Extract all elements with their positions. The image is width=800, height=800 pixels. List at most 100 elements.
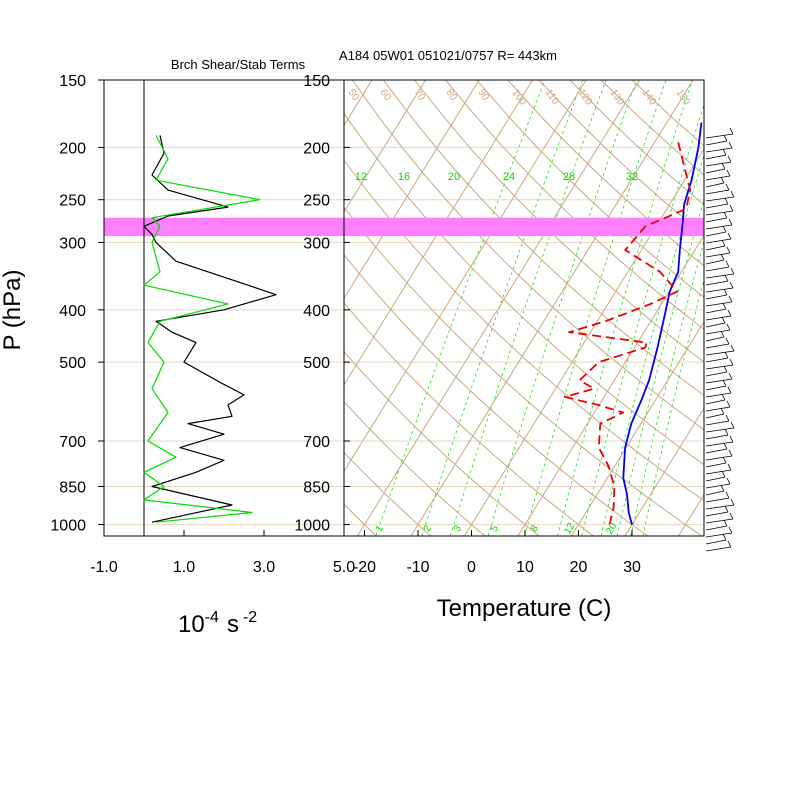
- wind-barb: [705, 539, 727, 545]
- wind-barb: [705, 280, 729, 286]
- isotherm-line: [344, 80, 534, 386]
- wind-barb-flag: [721, 239, 726, 247]
- left-y-tick-label: 850: [59, 479, 86, 496]
- wind-barb: [705, 546, 732, 552]
- temperature-tick-label: 20: [570, 559, 588, 576]
- wind-barb: [705, 224, 733, 230]
- left-x-ticks: -1.0 1.0 3.0 5.0: [90, 530, 355, 576]
- left-series-shear-term: [143, 135, 277, 523]
- wind-barb-flag: [725, 260, 730, 268]
- right-y-tick-label: 850: [303, 479, 330, 496]
- right-y-tick-label: 700: [303, 434, 330, 451]
- right-y-tick-label: 300: [303, 235, 330, 252]
- left-y-tick-label: 250: [59, 193, 86, 210]
- left-y-tick-label: 1000: [50, 518, 86, 535]
- mixing-ratio-label-lower: 5: [489, 523, 502, 534]
- wind-barb-flag: [729, 281, 734, 289]
- mixing-ratio-line: [616, 198, 704, 536]
- isotherm-line: [624, 407, 704, 536]
- wind-barb: [705, 392, 732, 398]
- left-x-tick-label: 1.0: [173, 559, 195, 576]
- wind-barb: [705, 336, 725, 342]
- wind-barb: [705, 154, 727, 160]
- temperature-tick-label: 10: [516, 559, 534, 576]
- wind-barb: [705, 420, 730, 426]
- mixing-ratio-label-lower: 2: [422, 523, 435, 534]
- mixing-ratio-label-upper: 24: [503, 171, 515, 183]
- left-y-tick-label: 400: [59, 303, 86, 320]
- left-series-stability-term: [143, 135, 261, 523]
- isotherm-line: [571, 320, 704, 536]
- left-x-tick-label: -1.0: [90, 559, 118, 576]
- mixing-ratio-label-lower: 12: [562, 521, 577, 537]
- theta-label: 70: [412, 87, 428, 103]
- isotherm-line: [357, 80, 641, 536]
- left-x-tick-label: 5.0: [333, 559, 355, 576]
- left-x-axis-label: 10-4 s -2: [178, 609, 257, 638]
- wind-barb: [705, 462, 727, 468]
- mixing-ratio-line: [642, 278, 704, 536]
- isotherm-lines: [0, 80, 704, 536]
- wind-barb-flag: [728, 372, 733, 380]
- wind-barb: [705, 182, 725, 188]
- left-panel-title: Brch Shear/Stab Terms: [171, 57, 306, 72]
- xlabel-unit-exponent: -2: [243, 609, 257, 626]
- wind-barb: [705, 427, 735, 433]
- temperature-tick-label: -10: [406, 559, 429, 576]
- wind-barb-flag: [730, 344, 735, 352]
- wind-barb: [705, 322, 726, 328]
- wind-barb-flag: [726, 400, 731, 408]
- wind-barb: [705, 504, 735, 510]
- dry-adiabat-line: [344, 302, 594, 536]
- wind-barb-flag: [723, 288, 728, 296]
- wind-barb-flag: [723, 442, 728, 450]
- wind-barb: [705, 168, 726, 174]
- dry-adiabat-line: [344, 351, 540, 536]
- wind-barb-flag: [729, 127, 734, 135]
- dry-adiabat-line: [344, 451, 432, 536]
- wind-barb: [705, 196, 735, 202]
- mixing-ratio-label-upper: 32: [626, 171, 638, 183]
- temperature-ticks: -20 -10 0 10 20 30: [353, 530, 641, 576]
- theta-label: 130: [608, 87, 627, 107]
- wind-barb: [705, 301, 733, 307]
- right-y-tick-label: 400: [303, 303, 330, 320]
- wind-barb-flag: [722, 379, 727, 387]
- wind-barb: [705, 343, 730, 349]
- wind-barb: [705, 203, 729, 209]
- mixing-ratio-line: [450, 80, 607, 536]
- wind-barb: [705, 329, 731, 335]
- wind-barb: [705, 518, 734, 524]
- wind-barb-flag: [721, 162, 726, 170]
- mixing-ratio-label-lower: 1: [374, 523, 387, 534]
- mixing-ratio-label-lower: 20: [604, 521, 619, 537]
- right-pressure-ticks: 150 200 250 300 400 500 700 850 1000: [294, 73, 350, 535]
- wind-barb: [705, 532, 733, 538]
- left-x-tick-label: 3.0: [253, 559, 275, 576]
- wind-barb-flag: [722, 302, 727, 310]
- xlabel-base: 10: [178, 611, 205, 638]
- dry-adiabat-lines: [344, 80, 704, 536]
- wind-barb-flag: [720, 253, 725, 261]
- dry-adiabat-line: [476, 80, 704, 298]
- wind-barb-flag: [726, 323, 731, 331]
- wind-barb-flag: [720, 484, 725, 492]
- mixing-ratio-label-lower: 8: [529, 523, 542, 534]
- wind-barb-flag: [724, 505, 729, 513]
- temperature-tick-label: 0: [467, 559, 476, 576]
- mixing-ratio-label-upper: 16: [398, 171, 410, 183]
- wind-barb: [705, 245, 726, 251]
- isotherm-line: [410, 80, 694, 536]
- wind-barb-flag: [722, 148, 727, 156]
- dry-adiabat-line: [344, 254, 648, 536]
- wind-barb-flag: [722, 533, 727, 541]
- wind-barb: [705, 147, 733, 153]
- theta-label: 120: [576, 87, 595, 107]
- sounding-series: [564, 122, 703, 525]
- wind-barb-flag: [725, 183, 730, 191]
- isotherm-line: [0, 80, 265, 536]
- dry-adiabat-line: [538, 80, 704, 236]
- mixing-ratio-line: [630, 240, 704, 536]
